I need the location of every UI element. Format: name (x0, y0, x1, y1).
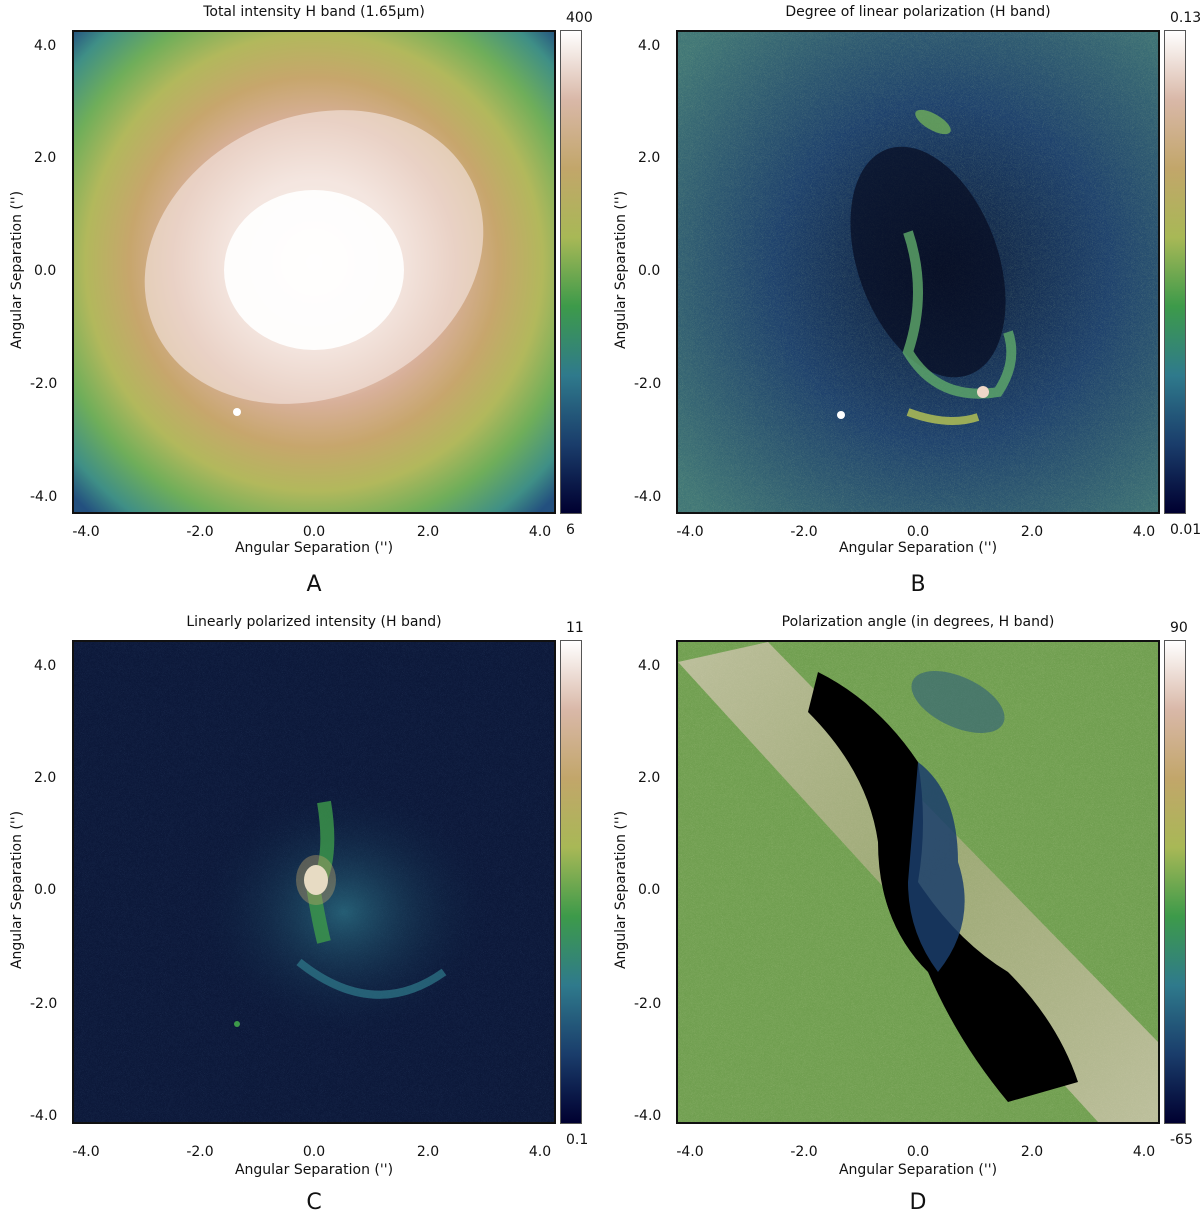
x-axis-label: Angular Separation ('') (838, 540, 998, 556)
x-tick: 4.0 (1132, 1144, 1156, 1160)
x-tick: -2.0 (186, 524, 214, 540)
x-tick: 4.0 (528, 524, 552, 540)
colorbar-min-label: 6 (566, 522, 575, 538)
y-axis-label: Angular Separation ('') (613, 190, 629, 350)
colorbar (560, 640, 582, 1124)
panel-b: Degree of linear polarization (H band) 0… (604, 0, 1200, 610)
y-tick: 2.0 (638, 770, 661, 786)
y-tick: 2.0 (34, 150, 57, 166)
y-tick: -2.0 (634, 996, 662, 1012)
y-tick: 4.0 (34, 38, 57, 54)
x-tick: -2.0 (186, 1144, 214, 1160)
y-tick: -4.0 (634, 1108, 662, 1124)
x-tick: -4.0 (676, 524, 704, 540)
x-tick: 0.0 (906, 524, 930, 540)
y-tick: 0.0 (34, 263, 57, 279)
panel-letter: C (306, 1190, 322, 1215)
colorbar-max-label: 400 (566, 10, 593, 26)
polarization-angle-image (676, 640, 1160, 1124)
panel-letter: D (909, 1190, 927, 1215)
colorbar-min-label: 0.1 (566, 1132, 589, 1148)
x-tick: -4.0 (676, 1144, 704, 1160)
panel-title: Degree of linear polarization (H band) (785, 4, 1051, 20)
x-tick: 2.0 (1020, 1144, 1044, 1160)
panel-a: Total intensity H band (1.65µm) (0, 0, 600, 610)
panel-letter: A (306, 572, 322, 597)
polarization-degree-image (676, 30, 1160, 514)
panel-letter: B (910, 572, 926, 597)
y-tick: -2.0 (634, 376, 662, 392)
x-tick: 2.0 (416, 524, 440, 540)
x-tick: -4.0 (72, 524, 100, 540)
x-tick: 2.0 (416, 1144, 440, 1160)
x-tick: 4.0 (528, 1144, 552, 1160)
x-axis-label: Angular Separation ('') (234, 540, 394, 556)
y-tick: -2.0 (30, 376, 58, 392)
y-tick: -2.0 (30, 996, 58, 1012)
x-axis-label: Angular Separation ('') (234, 1162, 394, 1178)
x-tick: -2.0 (790, 1144, 818, 1160)
x-tick: -4.0 (72, 1144, 100, 1160)
colorbar-min-label: 0.01 (1170, 522, 1200, 538)
y-tick: -4.0 (30, 489, 58, 505)
colorbar (560, 30, 582, 514)
total-intensity-image (72, 30, 556, 514)
y-tick: -4.0 (30, 1108, 58, 1124)
colorbar-max-label: 90 (1170, 620, 1188, 636)
y-tick: 2.0 (34, 770, 57, 786)
x-axis-label: Angular Separation ('') (838, 1162, 998, 1178)
colorbar-max-label: 0.13 (1170, 10, 1200, 26)
y-tick: 0.0 (638, 263, 661, 279)
panel-c: Linearly polarized intensity (H band) 11… (0, 610, 600, 1220)
x-tick: -2.0 (790, 524, 818, 540)
y-tick: 4.0 (34, 658, 57, 674)
y-axis-label: Angular Separation ('') (9, 190, 25, 350)
y-tick: 0.0 (638, 882, 661, 898)
colorbar-max-label: 11 (566, 620, 584, 636)
colorbar (1164, 640, 1186, 1124)
y-tick: 0.0 (34, 882, 57, 898)
colorbar-min-label: -65 (1170, 1132, 1193, 1148)
x-tick: 0.0 (302, 1144, 326, 1160)
x-tick: 4.0 (1132, 524, 1156, 540)
x-tick: 0.0 (302, 524, 326, 540)
panel-title: Linearly polarized intensity (H band) (186, 614, 442, 630)
x-tick: 2.0 (1020, 524, 1044, 540)
y-tick: 4.0 (638, 658, 661, 674)
y-tick: 4.0 (638, 38, 661, 54)
y-axis-label: Angular Separation ('') (9, 810, 25, 970)
x-tick: 0.0 (906, 1144, 930, 1160)
y-tick: -4.0 (634, 489, 662, 505)
colorbar (1164, 30, 1186, 514)
polarized-intensity-image (72, 640, 556, 1124)
panel-title: Polarization angle (in degrees, H band) (781, 614, 1055, 630)
y-tick: 2.0 (638, 150, 661, 166)
panel-title: Total intensity H band (1.65µm) (203, 4, 425, 20)
panel-d: Polarization angle (in degrees, H band) … (604, 610, 1200, 1220)
y-axis-label: Angular Separation ('') (613, 810, 629, 970)
